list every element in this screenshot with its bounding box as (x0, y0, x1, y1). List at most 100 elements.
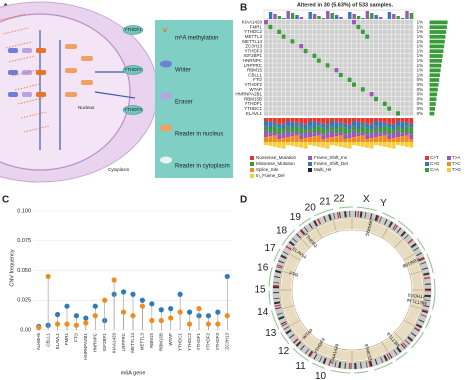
legend-swatch (425, 162, 429, 166)
chromosome-divider (381, 227, 389, 239)
gene-label: KIAA1429 (330, 343, 340, 364)
lollipop-head (36, 325, 42, 331)
onco-cell (312, 92, 317, 97)
gene-label: HNRNPC (243, 58, 263, 63)
tmb-bar (352, 14, 356, 19)
onco-cell (316, 24, 321, 30)
lollipop-head (149, 317, 155, 324)
onco-cell (272, 101, 277, 106)
snv-segment (290, 118, 295, 122)
gene-bar (429, 20, 448, 25)
onco-cell (330, 58, 334, 63)
snv-segment (325, 132, 330, 139)
onco-cell (391, 68, 396, 73)
onco-cell (374, 44, 378, 49)
onco-cell (325, 82, 330, 87)
gene-label: IGF2BP1 (243, 53, 262, 58)
onco-cell (277, 101, 282, 106)
legend-swatch (250, 162, 254, 166)
onco-cell (360, 92, 365, 97)
onco-cell (268, 53, 273, 58)
snv-segment (369, 118, 374, 125)
onco-cell (360, 20, 365, 25)
onco-cell (347, 39, 352, 44)
snv-segment (404, 135, 409, 142)
x-tick-label: HNRNPA2B1 (83, 333, 88, 360)
onco-cell (325, 58, 330, 63)
onco-cell (400, 34, 405, 39)
onco-cell (290, 24, 295, 30)
onco-cell (281, 92, 286, 97)
lollipop-head (92, 313, 98, 319)
gene-label: METTL14 (406, 297, 427, 305)
onco-cell (360, 63, 365, 68)
onco-cell (369, 29, 374, 34)
onco-cell (290, 92, 295, 97)
tmb-bar (334, 15, 339, 19)
onco-cell (277, 53, 282, 58)
onco-cell (396, 77, 400, 82)
snv-segment (404, 142, 409, 147)
onco-cell (360, 106, 365, 111)
onco-cell (374, 77, 378, 82)
onco-cell (400, 92, 405, 97)
onco-cell (404, 24, 409, 30)
tmb-bar (299, 17, 304, 19)
onco-cell (303, 34, 308, 39)
onco-cell (360, 48, 365, 54)
lollipop-head (102, 297, 108, 303)
onco-cell (294, 39, 299, 44)
onco-cell (308, 111, 312, 116)
nucleus (0, 13, 131, 171)
onco-cell (303, 44, 308, 49)
onco-cell (330, 68, 334, 73)
onco-cell (264, 96, 268, 102)
onco-cell (365, 53, 370, 58)
reader-cytoplasm (122, 65, 144, 75)
snv-segment (281, 124, 286, 130)
percent-label: 0% (417, 111, 424, 116)
snv-segment (391, 118, 396, 125)
onco-cell (382, 29, 387, 34)
gene-label: ZC3H13 (245, 44, 262, 49)
chromosome-divider (333, 220, 337, 233)
cytoplasm-label: Cytoplasm (108, 167, 130, 172)
onco-cell (303, 53, 308, 58)
onco-cell (409, 111, 414, 116)
onco-cell (286, 29, 290, 34)
onco-cell (272, 92, 277, 97)
onco-cell (316, 96, 321, 102)
onco-cell (400, 111, 405, 116)
snv-segment (409, 142, 414, 148)
onco-cell (396, 39, 400, 44)
lollipop-head (158, 307, 164, 313)
onco-cell (330, 82, 334, 87)
onco-cell (316, 29, 321, 34)
chromosome-label: Y (380, 198, 387, 209)
reader-cytoplasm (122, 25, 144, 35)
legend-label: Missense_Mutation (256, 161, 295, 166)
x-tick-label: RBM15 (149, 333, 154, 349)
onco-cell (338, 82, 343, 87)
onco-cell (325, 111, 330, 116)
onco-cell (352, 101, 356, 106)
onco-cell (387, 111, 392, 116)
onco-cell (396, 29, 400, 34)
onco-cell (290, 68, 295, 73)
onco-cell (308, 48, 312, 54)
protein (8, 48, 18, 53)
snv-segment (382, 125, 387, 132)
snv-segment (378, 118, 383, 122)
onco-cell (356, 29, 361, 34)
tmb-bar (286, 11, 290, 19)
snv-segment (290, 128, 295, 134)
legend-swatch (250, 156, 254, 160)
legend-label: C>G (430, 161, 440, 166)
snv-segment (303, 118, 308, 125)
onco-cell (268, 96, 273, 102)
snv-segment (347, 118, 352, 125)
snv-segment (308, 142, 312, 145)
onco-cell (299, 20, 304, 25)
onco-cell (356, 106, 361, 111)
onco-cell (360, 34, 365, 39)
